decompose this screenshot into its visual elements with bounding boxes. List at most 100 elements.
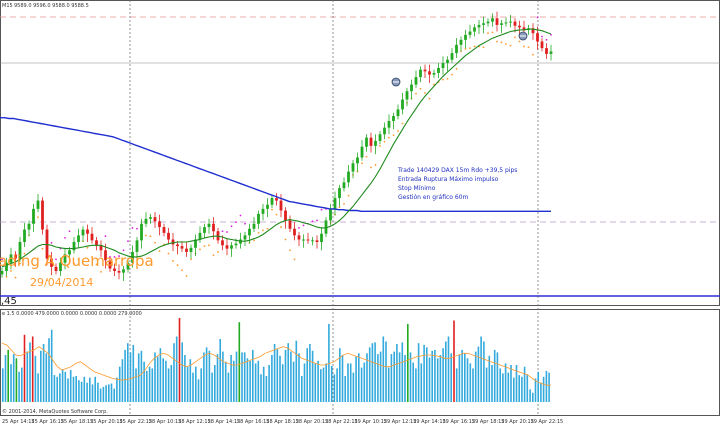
- volume-bar: [458, 355, 461, 402]
- volume-bar: [235, 351, 238, 402]
- volume-bar: [167, 368, 170, 402]
- candle: [63, 247, 67, 270]
- volume-bar: [407, 323, 409, 402]
- candle: [405, 87, 409, 107]
- volume-bar: [344, 376, 346, 402]
- volume-bar: [314, 363, 317, 402]
- volume-bar: [442, 348, 444, 402]
- candle: [347, 164, 350, 188]
- volume-bar: [48, 338, 50, 402]
- sar-dot: [545, 38, 548, 41]
- volume-bar: [156, 356, 159, 402]
- volume-bar: [502, 373, 504, 402]
- sar-dot: [320, 208, 323, 211]
- candle: [113, 263, 116, 276]
- candle: [252, 217, 256, 233]
- time-tick-label: 28 Apr 22:15: [325, 419, 358, 425]
- volume-bar: [257, 360, 260, 402]
- candle: [324, 217, 328, 238]
- volume-bar: [545, 370, 548, 402]
- volume-bar: [396, 344, 398, 402]
- sar-dot: [397, 130, 399, 132]
- candle: [383, 122, 386, 140]
- volume-bar: [292, 361, 295, 402]
- candle: [140, 218, 143, 249]
- volume-bar: [129, 352, 132, 402]
- time-tick-label: 29 Apr 16:15: [443, 419, 476, 425]
- volume-bar: [385, 341, 387, 402]
- candle: [365, 134, 368, 152]
- volume-bar: [409, 352, 412, 402]
- volume-bar: [382, 336, 385, 402]
- sar-dot: [149, 235, 152, 238]
- sar-dot: [181, 269, 183, 272]
- volume-bar: [306, 348, 308, 402]
- volume-bar: [59, 373, 61, 402]
- volume-bar: [379, 351, 382, 402]
- candle: [207, 218, 211, 234]
- volume-bar: [165, 360, 167, 402]
- candle: [356, 152, 359, 172]
- candle: [423, 64, 427, 78]
- candle: [275, 193, 278, 206]
- volume-bar: [439, 355, 442, 402]
- candle: [221, 235, 224, 251]
- volume-bar: [377, 354, 379, 402]
- candle: [306, 232, 310, 244]
- candle: [419, 66, 422, 83]
- candle: [410, 79, 413, 100]
- volume-bar: [195, 366, 197, 402]
- candle: [180, 241, 184, 252]
- sar-dot: [496, 40, 498, 43]
- exit-marker-icon: [518, 31, 528, 41]
- volume-bar: [281, 364, 284, 402]
- candle: [522, 20, 526, 34]
- candle: [446, 56, 449, 72]
- candle: [18, 237, 22, 262]
- volume-bar: [173, 343, 175, 402]
- candle: [194, 234, 197, 257]
- sar-dot: [230, 225, 233, 228]
- candle: [459, 36, 463, 52]
- time-tick-label: 29 Apr 14:15: [413, 419, 446, 425]
- volume-bar: [89, 377, 91, 402]
- volume-bar: [45, 353, 48, 402]
- volume-bar: [175, 336, 178, 402]
- sar-dot: [343, 202, 345, 205]
- volume-bar: [110, 383, 113, 402]
- candle: [464, 29, 467, 49]
- candle: [284, 207, 287, 229]
- sar-dot: [365, 155, 368, 158]
- candle: [468, 24, 472, 39]
- candle: [162, 223, 166, 237]
- candle: [509, 14, 512, 28]
- sar-dot: [370, 166, 372, 169]
- candle: [531, 23, 535, 40]
- sar-dot: [289, 249, 291, 252]
- candle: [477, 19, 481, 35]
- candle: [450, 48, 454, 64]
- volume-bar: [434, 349, 436, 402]
- candle: [482, 16, 485, 34]
- volume-bar: [91, 384, 94, 402]
- candle: [428, 64, 431, 83]
- sar-dot: [131, 227, 134, 229]
- candle: [392, 112, 395, 130]
- volume-bar: [355, 356, 357, 402]
- volume-bar: [105, 385, 107, 402]
- sar-dot: [190, 258, 192, 261]
- sar-dot: [1, 258, 3, 261]
- time-tick-label: 25 Apr 14:15: [2, 419, 35, 425]
- candle: [266, 198, 269, 218]
- watermark-brand: ading A Quemarropa: [0, 252, 154, 270]
- volume-bar: [178, 318, 181, 402]
- sar-dot: [217, 251, 219, 253]
- sar-dot: [311, 220, 314, 223]
- sar-dot: [64, 236, 66, 239]
- trade-annotation-line: Trade 140429 DAX 15m Rdo +39,5 pips: [397, 167, 517, 174]
- candle: [360, 140, 364, 161]
- volume-bar: [72, 376, 75, 402]
- volume-bar: [341, 355, 344, 402]
